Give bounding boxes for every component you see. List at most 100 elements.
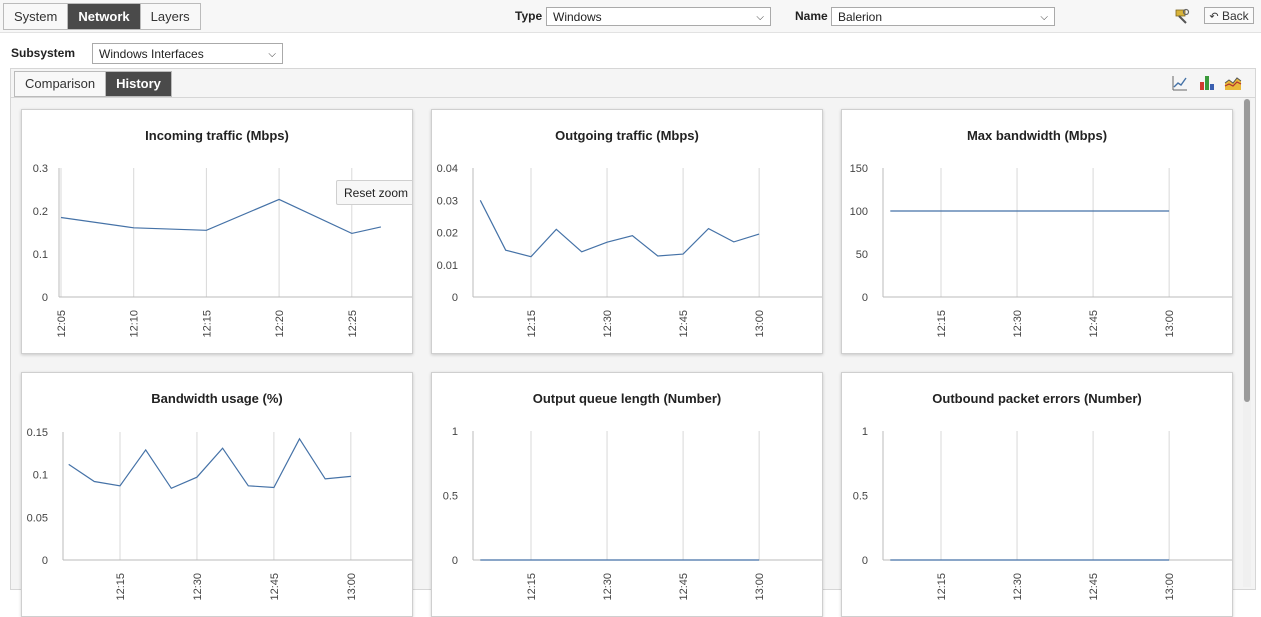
- top-toolbar: System Network Layers Type Windows ⌵ Nam…: [0, 0, 1261, 33]
- chart-card-outbound-packet-errors: Outbound packet errors (Number) 12:15 12:3…: [841, 372, 1233, 617]
- y-tick-label: 0.1: [33, 249, 48, 261]
- y-tick-label: 0.03: [437, 195, 458, 207]
- chart-card-bandwidth-usage: Bandwidth usage (%) 12:15 12:30 12:45 13:00 0…: [21, 372, 413, 617]
- y-tick-label: 0.5: [443, 491, 458, 503]
- name-label: Name: [795, 9, 828, 23]
- view-tabs: Comparison History: [14, 71, 172, 97]
- x-tick-label: 13:00: [1164, 573, 1176, 601]
- y-tick-label: 0.5: [853, 491, 868, 503]
- x-tick-label: 12:30: [1012, 573, 1024, 601]
- x-tick-label: 12:45: [269, 573, 281, 601]
- tab-history[interactable]: History: [106, 72, 171, 96]
- chart-output-queue-length: Output queue length (Number) 12:15 12:30 12…: [443, 391, 822, 601]
- y-tick-label: 1: [862, 426, 868, 438]
- y-tick-label: 0.1: [33, 470, 48, 482]
- tools-icon[interactable]: [1174, 8, 1190, 24]
- y-tick-label: 0.01: [437, 260, 458, 272]
- reset-zoom-button[interactable]: Reset zoom: [336, 180, 412, 205]
- subsystem-select[interactable]: Windows Interfaces ⌵: [92, 43, 283, 64]
- chevron-down-icon: ⌵: [268, 49, 276, 60]
- area-chart-icon[interactable]: [1224, 74, 1242, 91]
- type-select[interactable]: Windows ⌵: [546, 7, 771, 26]
- y-tick-label: 0: [42, 555, 48, 567]
- chart-title: Outgoing traffic (Mbps): [555, 128, 699, 143]
- x-tick-label: 12:45: [1088, 310, 1100, 338]
- y-tick-label: 0.04: [437, 163, 458, 175]
- back-button[interactable]: ↶ Back: [1204, 7, 1254, 24]
- x-tick-label: 12:45: [678, 573, 690, 601]
- x-tick-label: 13:00: [754, 310, 766, 338]
- y-tick-label: 0: [862, 555, 868, 567]
- y-tick-label: 0: [862, 292, 868, 304]
- chevron-down-icon: ⌵: [756, 12, 764, 23]
- x-tick-label: 12:15: [526, 573, 538, 601]
- chart-max-bandwidth: Max bandwidth (Mbps) 12:15 12:30 12:45 13:00…: [850, 128, 1232, 338]
- y-tick-label: 0.02: [437, 228, 458, 240]
- x-tick-label: 13:00: [1164, 310, 1176, 338]
- chart-outbound-packet-errors: Outbound packet errors (Number) 12:15 12:3…: [853, 391, 1232, 601]
- x-tick-label: 12:10: [129, 310, 141, 338]
- y-tick-label: 0: [452, 292, 458, 304]
- name-select[interactable]: Balerion ⌵: [831, 7, 1055, 26]
- bar-chart-icon[interactable]: [1199, 74, 1215, 91]
- x-tick-label: 12:15: [936, 573, 948, 601]
- x-tick-label: 12:20: [274, 310, 286, 338]
- name-select-value: Balerion: [838, 10, 883, 24]
- subsystem-label: Subsystem: [11, 46, 76, 60]
- x-tick-label: 12:30: [1012, 310, 1024, 338]
- back-button-label: Back: [1221, 9, 1249, 23]
- x-tick-label: 12:45: [1088, 573, 1100, 601]
- x-tick-label: 12:15: [526, 310, 538, 338]
- x-tick-label: 12:15: [201, 310, 213, 338]
- x-tick-label: 12:15: [936, 310, 948, 338]
- view-tabs-bar: Comparison History: [11, 69, 1255, 98]
- line-chart-icon[interactable]: [1172, 75, 1188, 91]
- type-label: Type: [515, 9, 543, 23]
- y-tick-label: 0.3: [33, 163, 48, 175]
- chart-incoming-traffic: Incoming traffic (Mbps) 12:05 12:10 12:15 12…: [33, 128, 412, 338]
- y-tick-label: 150: [850, 163, 868, 175]
- y-tick-label: 0.2: [33, 206, 48, 218]
- chart-outgoing-traffic: Outgoing traffic (Mbps) 12:15 12:30 12:45 13…: [437, 128, 822, 338]
- x-tick-label: 13:00: [754, 573, 766, 601]
- x-tick-label: 12:30: [602, 573, 614, 601]
- series-line: [60, 198, 382, 235]
- y-tick-label: 100: [850, 206, 868, 218]
- series-line: [479, 200, 760, 258]
- top-tabs: System Network Layers: [3, 3, 201, 30]
- chart-card-outgoing-traffic: Outgoing traffic (Mbps) 12:15 12:30 12:45 13…: [431, 109, 823, 354]
- back-arrow-icon: ↶: [1209, 11, 1219, 23]
- series-line: [68, 437, 351, 490]
- x-tick-label: 12:30: [192, 573, 204, 601]
- tab-network[interactable]: Network: [68, 4, 141, 29]
- chart-title: Output queue length (Number): [533, 391, 721, 406]
- subsystem-select-value: Windows Interfaces: [99, 47, 204, 61]
- chart-card-output-queue-length: Output queue length (Number) 12:15 12:30 12…: [431, 372, 823, 617]
- chart-title: Outbound packet errors (Number): [932, 391, 1141, 406]
- vertical-scrollbar[interactable]: [1243, 99, 1251, 587]
- y-tick-label: 0.05: [27, 512, 48, 524]
- chart-bandwidth-usage: Bandwidth usage (%) 12:15 12:30 12:45 13:00 0…: [27, 391, 412, 601]
- x-tick-label: 12:30: [602, 310, 614, 338]
- tab-layers[interactable]: Layers: [140, 4, 200, 29]
- chart-title: Incoming traffic (Mbps): [145, 128, 289, 143]
- y-tick-label: 0: [42, 292, 48, 304]
- chevron-down-icon: ⌵: [1040, 12, 1048, 23]
- type-select-value: Windows: [553, 10, 602, 24]
- x-tick-label: 12:25: [347, 310, 359, 338]
- y-tick-label: 1: [452, 426, 458, 438]
- x-tick-label: 12:45: [678, 310, 690, 338]
- tab-comparison[interactable]: Comparison: [15, 72, 107, 96]
- x-tick-label: 12:15: [115, 573, 127, 601]
- y-tick-label: 50: [856, 249, 868, 261]
- x-tick-label: 12:05: [56, 310, 68, 338]
- y-tick-label: 0.15: [27, 427, 48, 439]
- chart-card-incoming-traffic: Incoming traffic (Mbps) 12:05 12:10 12:15 12…: [21, 109, 413, 354]
- y-tick-label: 0: [452, 555, 458, 567]
- chart-card-max-bandwidth: Max bandwidth (Mbps) 12:15 12:30 12:45 13:00…: [841, 109, 1233, 354]
- scrollbar-thumb[interactable]: [1244, 99, 1250, 402]
- x-tick-label: 13:00: [346, 573, 358, 601]
- tab-system[interactable]: System: [4, 4, 69, 29]
- chart-title: Max bandwidth (Mbps): [967, 128, 1107, 143]
- chart-title: Bandwidth usage (%): [151, 391, 282, 406]
